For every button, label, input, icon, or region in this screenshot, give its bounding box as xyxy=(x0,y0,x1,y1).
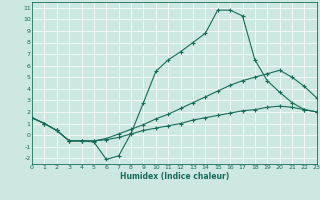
X-axis label: Humidex (Indice chaleur): Humidex (Indice chaleur) xyxy=(120,172,229,181)
